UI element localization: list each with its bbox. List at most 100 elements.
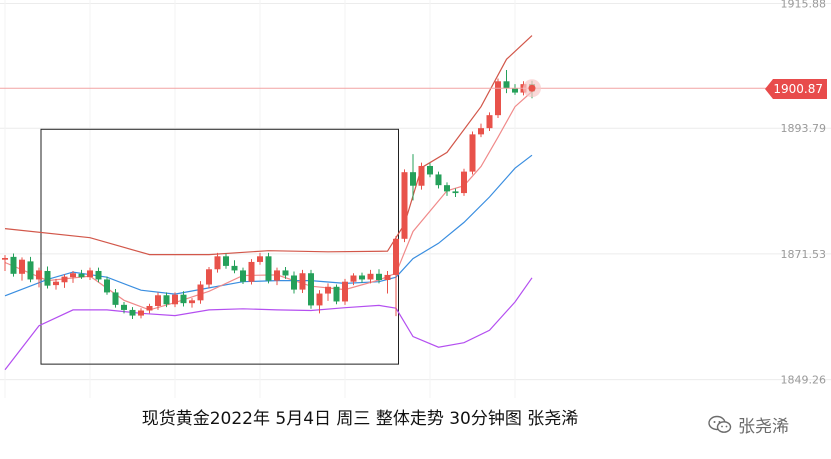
candle-body bbox=[257, 256, 263, 262]
candle-body bbox=[121, 304, 127, 310]
candle-body bbox=[197, 284, 204, 301]
candle bbox=[155, 292, 161, 310]
candle-body bbox=[265, 256, 272, 281]
candle bbox=[248, 259, 255, 285]
candle bbox=[282, 267, 289, 279]
candle-body bbox=[384, 274, 391, 281]
candle-body bbox=[418, 165, 425, 186]
candle bbox=[53, 278, 59, 290]
candle-body bbox=[19, 259, 25, 274]
candle-body bbox=[291, 275, 297, 290]
candle bbox=[231, 260, 238, 274]
candle-body bbox=[189, 300, 195, 304]
candle-body bbox=[316, 293, 323, 306]
candle bbox=[274, 267, 280, 286]
candle-body bbox=[435, 174, 442, 186]
candle bbox=[146, 303, 153, 314]
candle bbox=[495, 78, 501, 118]
candle bbox=[240, 267, 246, 284]
candle-body bbox=[469, 134, 476, 172]
candle bbox=[444, 182, 450, 196]
candle-body bbox=[223, 256, 229, 266]
candle-body bbox=[78, 273, 85, 278]
candle-body bbox=[27, 261, 34, 280]
candle-body bbox=[36, 270, 42, 280]
candle-body bbox=[299, 273, 306, 290]
candle bbox=[291, 271, 297, 294]
candle bbox=[189, 298, 195, 308]
candle bbox=[325, 283, 331, 301]
y-tick-label: 1915.88 bbox=[781, 0, 827, 11]
candle-body bbox=[104, 279, 110, 293]
chart-grid bbox=[0, 0, 831, 398]
current-price-marker bbox=[0, 79, 768, 98]
candle bbox=[393, 235, 399, 317]
candle bbox=[427, 163, 433, 178]
candle-body bbox=[367, 273, 374, 280]
candle-body bbox=[359, 275, 365, 280]
candle bbox=[197, 281, 204, 304]
candle-body bbox=[10, 256, 17, 274]
candle bbox=[206, 267, 212, 289]
candles bbox=[2, 70, 535, 319]
watermark: 张尧浠 bbox=[708, 412, 789, 437]
candle-body bbox=[461, 171, 467, 194]
candle-body bbox=[401, 172, 408, 239]
candle bbox=[163, 292, 170, 308]
candle bbox=[469, 131, 476, 175]
y-tick-label: 1893.79 bbox=[781, 122, 827, 135]
candle-body bbox=[282, 270, 289, 276]
wechat-icon bbox=[708, 415, 732, 433]
candle bbox=[359, 272, 365, 283]
candle bbox=[19, 257, 25, 281]
candle bbox=[61, 274, 68, 288]
chart-caption: 现货黄金2022年 5月4日 周三 整体走势 30分钟图 张尧浠 bbox=[141, 409, 579, 429]
candle-body bbox=[486, 115, 493, 129]
candle-body bbox=[138, 310, 144, 316]
candle-body bbox=[61, 276, 68, 283]
indicator-lines bbox=[4, 35, 533, 371]
candle bbox=[265, 252, 272, 284]
candle-body bbox=[333, 286, 340, 302]
candle-body bbox=[248, 261, 255, 282]
candle-body bbox=[206, 269, 212, 285]
candle bbox=[121, 302, 127, 314]
candle bbox=[299, 269, 306, 293]
candle-body bbox=[342, 281, 348, 302]
candle bbox=[478, 123, 484, 138]
candle bbox=[512, 84, 518, 95]
candle bbox=[2, 255, 8, 271]
candle-body bbox=[231, 265, 238, 271]
candle-body bbox=[274, 270, 280, 281]
candle bbox=[27, 256, 34, 283]
candle bbox=[401, 169, 408, 243]
candle bbox=[78, 269, 85, 279]
candle bbox=[10, 253, 17, 277]
candle bbox=[410, 154, 416, 201]
upper-band-line bbox=[4, 35, 533, 256]
candle-body bbox=[146, 305, 153, 311]
candle-body bbox=[112, 292, 119, 305]
candle-body bbox=[410, 172, 416, 186]
candle-body bbox=[70, 273, 76, 278]
candle bbox=[129, 307, 136, 319]
y-tick-label: 1849.26 bbox=[781, 374, 827, 387]
candle-body bbox=[163, 295, 170, 305]
candle-body bbox=[129, 309, 136, 316]
candle-body bbox=[350, 275, 357, 282]
candle bbox=[257, 252, 263, 265]
candle-body bbox=[325, 286, 331, 294]
candle-body bbox=[444, 185, 450, 192]
candle-body bbox=[180, 294, 187, 304]
candle bbox=[342, 278, 348, 305]
current-price-dot bbox=[528, 84, 536, 92]
y-tick-label: 1871.53 bbox=[781, 248, 827, 261]
candle bbox=[44, 266, 51, 289]
candle bbox=[452, 188, 459, 198]
candle-body bbox=[376, 273, 382, 281]
candle-body bbox=[427, 165, 433, 175]
candle-body bbox=[393, 238, 399, 275]
candle-body bbox=[478, 128, 484, 135]
